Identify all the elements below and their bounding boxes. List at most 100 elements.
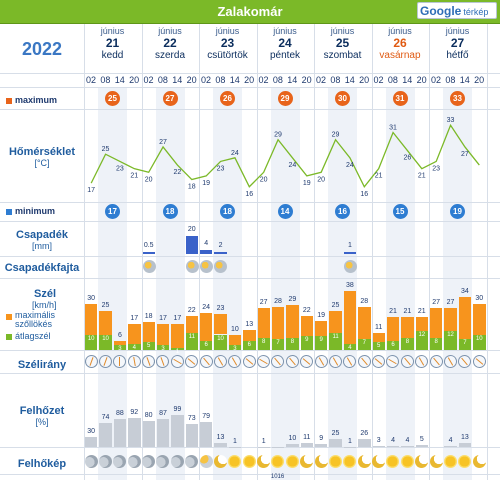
wind-avg-bar: [401, 337, 414, 350]
rain-cloud-icon: [214, 260, 228, 273]
precip-value-label: 1: [347, 242, 352, 249]
wind-avg-label: 7: [276, 340, 280, 347]
day-header-24[interactable]: június 24 péntek: [257, 26, 314, 61]
wind-gust-label: 30: [475, 294, 484, 302]
wind-gust-bar: [113, 340, 127, 346]
wind-avg-label: 3: [118, 346, 122, 353]
wind-gust-bar: [214, 314, 227, 335]
cloud-bar: [156, 419, 170, 447]
day-header-21[interactable]: június 21 kedd: [84, 26, 141, 61]
wind-avg-bar: [99, 334, 112, 350]
day-month: június: [158, 26, 182, 36]
wind-avg-bar: [85, 334, 98, 350]
cloud-bar: [142, 421, 155, 447]
minimum-legend-swatch: [6, 208, 12, 215]
wind-gust-label: 24: [202, 303, 211, 311]
arrow-needle: [318, 357, 324, 366]
day-weekday: hétfő: [446, 50, 469, 61]
day-divider: [141, 24, 143, 480]
sun-weather-icon: [386, 455, 400, 468]
day-day: 26: [393, 36, 407, 50]
cloud-value-label: 25: [331, 430, 340, 437]
day-divider: [486, 24, 488, 480]
hour-label: 08: [215, 75, 226, 85]
hour-label: 20: [416, 75, 427, 85]
hour-label: 08: [157, 75, 168, 85]
day-divider: [371, 24, 373, 480]
cloud-bar: [458, 442, 472, 447]
arrow-needle: [418, 357, 425, 366]
day-header-27[interactable]: június 27 hétfő: [429, 26, 486, 61]
day-month: június: [388, 26, 412, 36]
moon-weather-icon: [429, 455, 443, 468]
arrow-needle: [475, 358, 483, 365]
day-header-25[interactable]: június 25 szombat: [314, 26, 371, 61]
day-day: 24: [278, 36, 292, 50]
wind-avg-bar: [243, 340, 256, 350]
temperature-chart: 17 25 23 21 20 27 22 18 19 23 24 16 20 29 24 19 20 29 24 16…: [87, 117, 480, 198]
cloud-bar: [99, 423, 112, 447]
hour-label: 02: [430, 75, 441, 85]
wind-avg-bar: [257, 337, 270, 350]
wind-gust-bar: [257, 308, 270, 338]
temperature-point-label: 27: [461, 151, 469, 158]
wind-avg-bar: [286, 337, 299, 350]
wind-row-label: Szél [km/h] maximális szőllökés átlagszé…: [0, 288, 90, 341]
temperature-point-label: 27: [159, 139, 167, 146]
temperature-point-label: 23: [217, 165, 225, 172]
day-header-23[interactable]: június 23 csütörtök: [199, 26, 256, 61]
day-weekday: csütörtök: [207, 50, 248, 61]
cloud-bar: [286, 443, 299, 447]
wind-gust-bar: [386, 317, 400, 341]
cloud-value-label: 5: [419, 436, 424, 444]
wind-avg-bar: [372, 342, 385, 350]
day-header-22[interactable]: június 22 szerda: [142, 26, 199, 61]
temperature-point-label: 26: [404, 155, 412, 162]
row-divider: [0, 256, 500, 257]
temperature-point-label: 33: [447, 117, 455, 124]
wind-gust-bar: [358, 306, 371, 340]
arrow-needle: [202, 357, 210, 366]
wind-avg-bar: [430, 337, 443, 350]
wind-direction-row-label: Szélirány: [17, 359, 67, 371]
wind-avg-label: 8: [262, 338, 266, 345]
day-header-26[interactable]: június 26 vasárnap: [372, 26, 429, 61]
precip-unit: [mm]: [32, 241, 52, 251]
wind-avg-bar: [444, 331, 457, 350]
wind-avg-label: 6: [204, 341, 208, 348]
wind-avg-bar: [200, 340, 213, 350]
precip-row-label: Csapadék [mm]: [0, 229, 84, 251]
row-divider: [0, 87, 500, 88]
pressure-value: 1016: [270, 474, 285, 480]
day-month: június: [445, 26, 470, 36]
arrow-needle: [432, 357, 440, 366]
wind-direction-arrow-icon: [126, 353, 142, 370]
arrow-needle: [259, 358, 268, 365]
arrow-needle: [403, 357, 411, 366]
wind-avg-label: 3: [161, 346, 165, 353]
wind-avg-bar: [415, 331, 428, 350]
wind-gust-legend-text: maximális szőllökés: [15, 310, 56, 329]
wind-gust-label: 27: [432, 299, 441, 307]
wind-avg-label: 11: [188, 333, 195, 340]
wind-gust-bar: [128, 323, 141, 344]
row-divider: [0, 221, 500, 222]
max-temp-badge: 30: [335, 91, 350, 106]
google-map-button[interactable]: Google térkép: [417, 2, 497, 19]
google-logo: Google: [420, 4, 462, 18]
cloudy-weather-icon: [185, 455, 199, 468]
wind-gust-bar: [142, 322, 155, 343]
wind-avg-label: 12: [418, 332, 426, 339]
cloud-bar: [315, 444, 328, 447]
minimum-label-text: minimum: [15, 206, 56, 216]
hour-label: 20: [301, 75, 312, 85]
wind-gust-bar: [315, 320, 328, 337]
temperature-unit: [°C]: [34, 158, 50, 168]
wind-gust-label: 21: [403, 308, 412, 316]
sun-weather-icon: [343, 455, 357, 468]
hour-label: 14: [344, 75, 355, 85]
day-shade: [213, 88, 243, 480]
day-shade: [270, 88, 300, 480]
wind-avg-bar: [214, 334, 227, 350]
cloud-label-text: Felhőzet: [19, 405, 65, 417]
